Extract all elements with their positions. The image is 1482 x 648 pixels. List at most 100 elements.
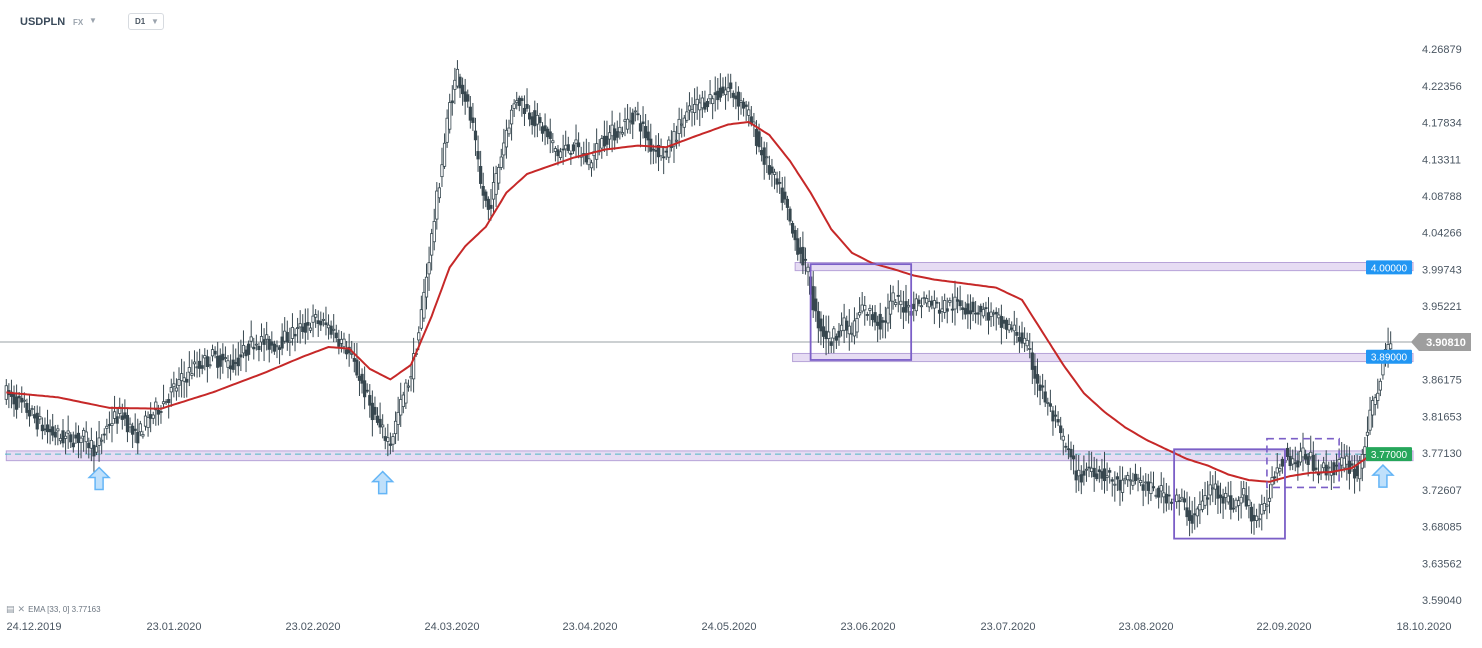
candle-body: [1265, 504, 1269, 507]
candle-body: [326, 324, 331, 329]
candle-body: [814, 298, 818, 312]
candle-body: [533, 110, 537, 127]
candle-body: [703, 102, 707, 110]
candle-body: [811, 286, 815, 311]
candle-body: [195, 366, 199, 369]
candle-body: [363, 380, 367, 398]
candle-body: [1213, 483, 1217, 490]
candle-body: [723, 89, 728, 96]
candle-body: [342, 338, 346, 348]
candle-body: [1167, 494, 1171, 497]
consolidation-box-dashed[interactable]: [1266, 437, 1340, 489]
indicator-legend[interactable]: ▤ ✕ EMA [33, 0] 3.77163: [6, 604, 101, 615]
candle-body: [378, 418, 382, 428]
candle-body: [422, 291, 426, 319]
candle-body: [234, 362, 238, 364]
timeframe-value: D1: [135, 17, 146, 26]
candle-body: [788, 208, 792, 222]
candle-body: [141, 434, 145, 437]
candle-body: [522, 107, 527, 114]
candle-body: [450, 100, 454, 104]
candle-body: [190, 373, 194, 376]
candle-body: [1012, 324, 1016, 332]
candle-body: [966, 303, 970, 315]
consolidation-box[interactable]: [809, 263, 913, 361]
candle-body: [179, 373, 184, 381]
candle-body: [765, 156, 769, 159]
candle-body: [948, 300, 952, 303]
level-badge[interactable]: [1366, 447, 1412, 462]
candle-body: [22, 399, 26, 402]
candle-body: [1066, 448, 1071, 451]
candle-body: [1239, 496, 1243, 504]
candle-body: [277, 347, 282, 350]
candle-body: [1087, 466, 1091, 469]
candle-body: [589, 162, 594, 169]
indicator-settings-icon[interactable]: ▤: [6, 604, 15, 614]
candle-body: [695, 98, 699, 106]
candle-body: [564, 144, 568, 150]
symbol-dropdown-chevron-icon[interactable]: ▼: [89, 16, 97, 25]
indicator-remove-icon[interactable]: ✕: [17, 604, 26, 614]
candle-body: [172, 383, 176, 388]
candle-body: [950, 308, 955, 311]
candle-body: [203, 355, 207, 359]
candle-body: [303, 322, 307, 333]
candle-body: [1267, 497, 1272, 502]
candle-body: [228, 365, 233, 370]
consolidation-box[interactable]: [1173, 448, 1286, 540]
y-axis-tick-label: 3.95221: [1422, 301, 1462, 313]
candle-body: [100, 439, 104, 442]
candle-body: [1141, 484, 1145, 491]
candle-body: [558, 151, 563, 158]
candle-body: [981, 308, 985, 317]
candle-body: [435, 190, 439, 220]
candle-body: [169, 387, 173, 393]
candle-body: [868, 307, 872, 311]
candle-body: [878, 313, 882, 330]
timeframe-select[interactable]: D1 ▼: [128, 13, 164, 30]
candle-body: [1252, 514, 1256, 521]
candle-body: [213, 350, 217, 355]
candle-body: [881, 320, 885, 323]
candle-body: [89, 440, 93, 449]
instrument-symbol[interactable]: USDPLN: [20, 16, 66, 28]
candle-body: [223, 357, 228, 360]
candle-body: [785, 198, 790, 208]
ema-line: [6, 120, 1381, 483]
candle-body: [628, 120, 632, 123]
level-badge[interactable]: [1366, 260, 1412, 275]
candle-body: [491, 182, 496, 200]
candle-body: [185, 378, 189, 383]
candle-body: [1365, 431, 1370, 436]
current-price-badge[interactable]: [1411, 333, 1471, 352]
candle-body: [1216, 485, 1220, 499]
level-badge[interactable]: [1366, 349, 1412, 364]
candle-body: [1224, 493, 1228, 498]
candle-body: [1278, 468, 1282, 472]
candle-body: [976, 312, 980, 315]
candle-body: [236, 357, 240, 367]
candle-body: [280, 336, 284, 349]
candle-body: [182, 377, 186, 382]
candle-body: [375, 415, 380, 423]
candle-body: [468, 106, 472, 121]
candle-body: [401, 394, 405, 407]
candle-body: [1010, 327, 1014, 330]
candle-body: [368, 395, 372, 406]
candle-body: [1342, 457, 1346, 469]
candle-body: [1190, 515, 1194, 524]
candle-body: [241, 344, 246, 354]
candle-body: [388, 443, 393, 446]
y-axis-tick-label: 4.26879: [1422, 44, 1462, 56]
candle-body: [267, 338, 271, 350]
candle-body: [355, 359, 359, 376]
candle-body: [427, 262, 431, 275]
candle-body: [63, 435, 68, 439]
candle-body: [1035, 374, 1040, 384]
candle-body: [713, 92, 717, 96]
candle-body: [1260, 504, 1264, 515]
candle-body: [997, 314, 1001, 319]
